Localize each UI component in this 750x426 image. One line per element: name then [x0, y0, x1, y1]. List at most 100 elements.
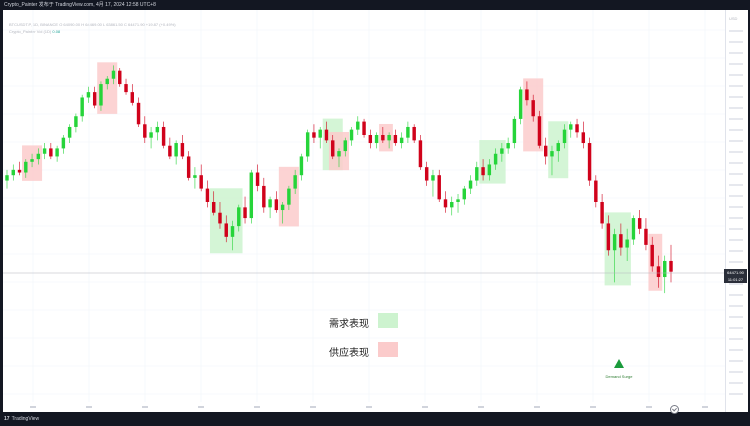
candle-body [124, 84, 128, 93]
candle-body [161, 126, 166, 146]
candle-body [312, 132, 316, 138]
candle-body [399, 137, 404, 144]
demand-surge-label: Demand Surge [605, 374, 633, 379]
candle-body [512, 118, 517, 144]
price-axis[interactable]: USD [725, 10, 748, 412]
price-tick-label [729, 327, 743, 329]
candle-body [92, 92, 97, 106]
demand-surge-annotation: Demand Surge [601, 359, 637, 379]
candlestick-chart[interactable] [3, 10, 725, 412]
candle-body [17, 169, 22, 173]
candle-body [418, 140, 423, 168]
candle-body [305, 132, 310, 157]
candle-body [500, 148, 504, 154]
candle-body [205, 188, 210, 202]
price-tick-label [729, 184, 743, 186]
scroll-to-realtime-button[interactable] [670, 405, 679, 414]
candle-body [249, 172, 254, 219]
candle-body [356, 121, 360, 130]
price-tick-label [729, 74, 743, 76]
candle-body [67, 126, 72, 138]
price-tick-marks [729, 30, 743, 395]
candle-body [42, 148, 47, 154]
candle-body [349, 129, 354, 141]
time-tick-label [478, 406, 484, 408]
candle-body [30, 159, 34, 162]
symbol-name[interactable]: BTCUSDT.P, 1D, BINANCE [9, 22, 59, 27]
candle-body [406, 126, 410, 138]
candle-body [224, 223, 228, 237]
price-tick-label [729, 206, 743, 208]
candle-body [343, 140, 347, 152]
price-tick-label [729, 338, 743, 340]
candle-body [625, 239, 629, 248]
price-tick-label [729, 283, 743, 285]
candle-body [650, 244, 654, 267]
candle-body [262, 185, 266, 208]
candle-body [462, 188, 467, 200]
legend-supply-label: 供应表现 [329, 348, 369, 359]
candle-body [268, 199, 272, 208]
candle-body [637, 218, 642, 229]
candle-body [569, 124, 573, 130]
candle-body [619, 234, 623, 248]
candle-body [525, 89, 529, 101]
candle-body [475, 167, 479, 181]
price-tick-label [729, 360, 743, 362]
candle-body [293, 175, 297, 189]
time-tick-label [422, 406, 428, 408]
tradingview-logo[interactable]: 17 TradingView [4, 416, 39, 422]
price-tick-label [729, 382, 743, 384]
price-tick-label [729, 107, 743, 109]
candle-body [631, 218, 636, 240]
candle-body [456, 199, 460, 202]
price-tick-label [729, 393, 743, 395]
candle-body [493, 153, 498, 165]
chart-grid [3, 10, 725, 402]
price-tick-label [729, 305, 743, 307]
candle-body [61, 137, 66, 149]
indicator-name[interactable]: Crypto_Painter Vol (1D) [9, 29, 52, 34]
price-tick-label [729, 162, 743, 164]
price-tick-label [729, 371, 743, 373]
highlight-zones [22, 62, 663, 291]
price-tick-label [729, 316, 743, 318]
candle-body [318, 129, 322, 138]
candle-body [550, 151, 554, 157]
window-title: Crypto_Painter 发布于 TradingView.com, 4月 1… [4, 2, 156, 8]
legend-demand-label: 需求表现 [329, 319, 369, 330]
candle-body [468, 180, 473, 189]
candle-body [130, 92, 135, 103]
candle-body [186, 156, 191, 178]
candle-body [5, 175, 9, 181]
candle-body [243, 207, 247, 219]
candle-body [612, 234, 617, 251]
candle-body [518, 89, 523, 119]
last-price-value: 64471.90 [727, 270, 744, 275]
candle-body [450, 202, 454, 208]
candle-body [669, 260, 673, 272]
candle-body [143, 124, 147, 138]
candle-body [218, 212, 222, 224]
candle-body [199, 175, 203, 189]
chart-panel[interactable]: BTCUSDT.P, 1D, BINANCE O 64090.00 H 6446… [3, 10, 725, 414]
brand-name: TradingView [11, 416, 40, 422]
price-tick-label [729, 96, 743, 98]
time-tick-label [702, 406, 708, 408]
last-price-label: 64471.90 11:01:27 [724, 269, 747, 283]
candle-body [287, 188, 291, 205]
candle-body [424, 167, 429, 181]
candle-body [24, 161, 28, 173]
ohlc-values: O 64090.00 H 64469.00 L 63861.50 C 64471… [59, 22, 176, 27]
candle-body [193, 175, 197, 178]
candle-body [99, 84, 103, 106]
indicator-value: 0.08 [52, 29, 61, 34]
candle-body [443, 199, 448, 208]
candle-body [155, 126, 160, 133]
candle-body [237, 207, 241, 227]
tradingview-logo-icon: 17 [4, 416, 10, 422]
candle-body [487, 164, 492, 176]
candle-body [581, 132, 586, 144]
candle-body [575, 124, 579, 133]
